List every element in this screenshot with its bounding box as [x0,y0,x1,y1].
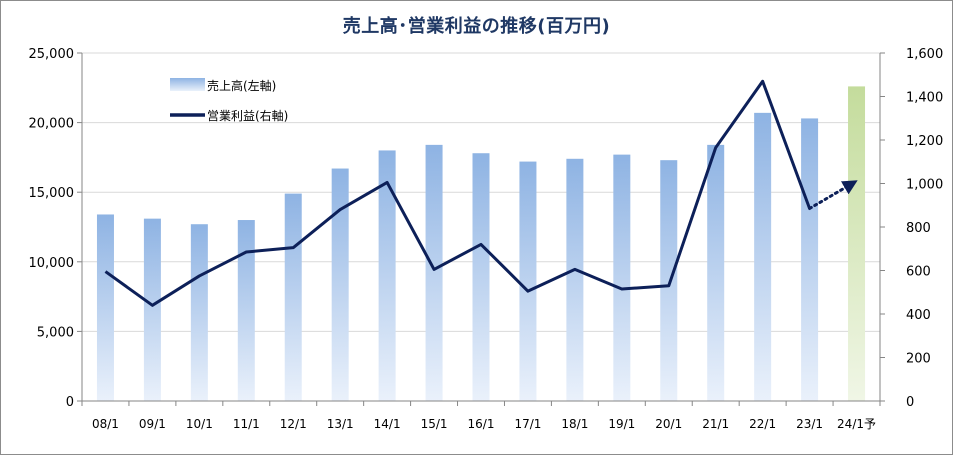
x-tick-label: 18/1 [561,417,588,431]
bar [472,153,490,401]
x-tick-label: 23/1 [796,417,823,431]
bar [96,214,114,401]
bar [237,220,255,401]
legend-label-sales: 売上高(左軸) [207,78,276,93]
legend: 売上高(左軸) 営業利益(右軸) [170,78,288,123]
right-tick-label: 600 [906,265,931,280]
x-tick-label: 20/1 [655,417,682,431]
x-tick-label: 13/1 [327,417,354,431]
right-tick-label: 1,200 [906,134,943,149]
x-tick-label: 22/1 [749,417,776,431]
bar [801,118,819,401]
bar-forecast [848,86,866,402]
profit-line [104,79,811,307]
y-axis-right: 0 200 400 600 800 1,000 1,200 1,400 1,600 [879,47,943,410]
bar [613,154,631,401]
x-tick-label: 09/1 [139,417,166,431]
bar [754,112,772,401]
x-tick-label: 10/1 [186,417,213,431]
left-tick-label: 15,000 [29,186,75,201]
left-tick-label: 20,000 [29,117,75,132]
x-tick-label: 14/1 [374,417,401,431]
right-tick-label: 800 [906,221,931,236]
bar [519,161,537,401]
bar [331,168,349,401]
x-tick-label: 19/1 [608,417,635,431]
legend-swatch-sales [170,78,205,91]
right-tick-label: 1,600 [906,47,943,62]
x-tick-label: 15/1 [421,417,448,431]
left-tick-label: 0 [66,395,74,410]
bar [143,218,161,401]
x-tick-label: 08/1 [92,417,119,431]
right-tick-label: 1,000 [906,178,943,193]
legend-label-profit: 営業利益(右軸) [207,108,288,123]
left-tick-label: 10,000 [29,256,75,271]
x-tick-label: 11/1 [233,417,260,431]
right-tick-label: 1,400 [906,91,943,106]
bar [378,150,396,401]
bar [707,144,725,401]
right-tick-label: 400 [906,308,931,323]
right-tick-label: 0 [906,395,914,410]
bar [284,193,302,401]
y-axis-left: 0 5,000 10,000 15,000 20,000 25,000 [29,47,83,410]
right-tick-label: 200 [906,352,931,367]
x-tick-label: 12/1 [280,417,307,431]
x-tick-label: 24/1予 [837,417,876,431]
left-tick-label: 5,000 [37,325,74,340]
profit-forecast-arrow [808,180,858,211]
x-axis: 08/1 09/1 10/1 11/1 12/1 13/1 14/1 15/1 16/1 17/1… [81,400,881,431]
line-series [104,79,858,307]
x-tick-label: 16/1 [468,417,495,431]
x-tick-label: 17/1 [514,417,541,431]
bar-series [96,86,866,402]
bar [190,224,208,401]
bar [425,144,443,401]
bar [660,160,678,401]
bar [566,158,584,401]
left-tick-label: 25,000 [29,47,75,62]
chart-title: 売上高･営業利益の推移(百万円) [342,16,611,37]
x-tick-label: 21/1 [702,417,729,431]
